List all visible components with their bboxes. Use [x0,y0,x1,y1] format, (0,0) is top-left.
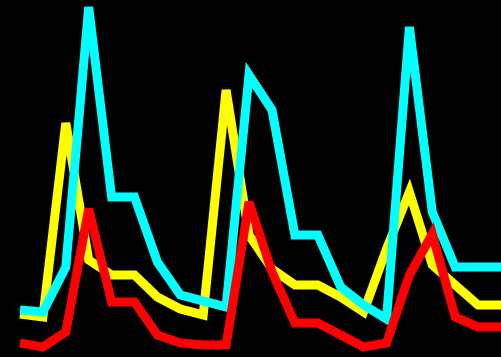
series-line-3 [19,200,501,352]
series-group [19,6,501,352]
series-line-2 [19,6,501,327]
